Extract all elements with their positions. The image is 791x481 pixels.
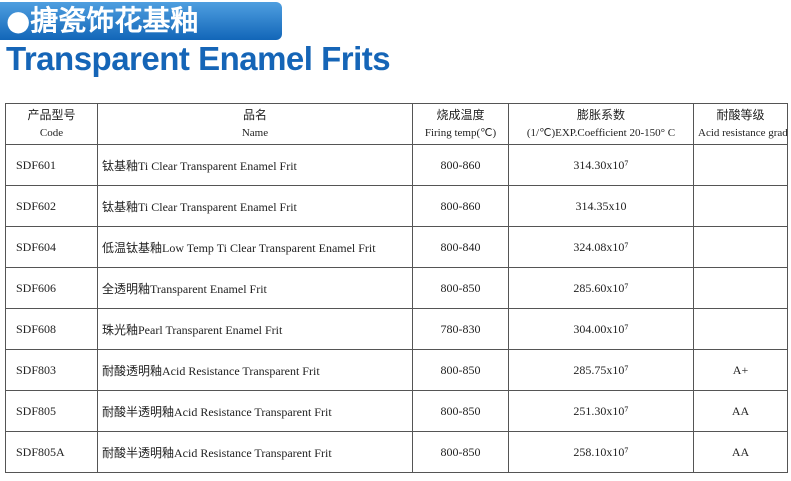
- table-cell: [693, 185, 788, 227]
- table-cell: 耐酸半透明釉Acid Resistance Transparent Frit: [97, 431, 413, 473]
- table-cell: 800-850: [412, 390, 509, 432]
- header-cell: 耐酸等级 Acid resistance grade: [693, 103, 788, 145]
- header-cell: 产品型号 Code: [5, 103, 98, 145]
- table-cell: SDF608: [5, 308, 98, 350]
- table-row: SDF805A 耐酸半透明釉Acid Resistance Transparent…: [5, 431, 788, 473]
- table-row: SDF602 钛基釉Ti Clear Transparent Enamel Fri…: [5, 185, 788, 227]
- table-cell: [693, 267, 788, 309]
- table-cell: 800-860: [412, 185, 509, 227]
- header-en: Code: [39, 127, 64, 139]
- header-zh: 耐酸等级: [716, 108, 765, 122]
- table-row: SDF608 珠光釉Pearl Transparent Enamel Frit 78…: [5, 308, 788, 350]
- header-en: (1/℃)EXP.Coefficient 20-150° C: [526, 127, 676, 139]
- table-cell: SDF601: [5, 144, 98, 186]
- table-cell: 800-840: [412, 226, 509, 268]
- table-cell: 314.35x10: [508, 185, 694, 227]
- table-cell: SDF606: [5, 267, 98, 309]
- table-cell: AA: [693, 390, 788, 432]
- table-cell: [693, 144, 788, 186]
- header-cell: 烧成温度 Firing temp(℃): [412, 103, 509, 145]
- table-cell: 珠光釉Pearl Transparent Enamel Frit: [97, 308, 413, 350]
- table-cell: 800-860: [412, 144, 509, 186]
- table-cell: SDF803: [5, 349, 98, 391]
- banner-title: ●搪瓷饰花基釉: [0, 2, 282, 40]
- table-cell: 258.10x10⁷: [508, 431, 694, 473]
- page-title: Transparent Enamel Frits: [6, 40, 391, 77]
- table-cell: 800-850: [412, 267, 509, 309]
- table-cell: [693, 308, 788, 350]
- table-cell: 285.75x10⁷: [508, 349, 694, 391]
- table-cell: SDF602: [5, 185, 98, 227]
- table-row: SDF805 耐酸半透明釉Acid Resistance Transparent …: [5, 390, 788, 432]
- product-table: 产品型号 Code 品名 Name 烧成温度 Firing temp(℃) 膨胀系数 (1/℃…: [5, 103, 788, 473]
- table-cell: A+: [693, 349, 788, 391]
- header-cell: 膨胀系数 (1/℃)EXP.Coefficient 20-150° C: [508, 103, 694, 145]
- header-en: Firing temp(℃): [424, 127, 497, 139]
- table-row: SDF803 耐酸透明釉Acid Resistance Transparent F…: [5, 349, 788, 391]
- table-row: SDF604 低温钛基釉Low Temp Ti Clear Transparent…: [5, 226, 788, 268]
- table-cell: 钛基釉Ti Clear Transparent Enamel Frit: [97, 185, 413, 227]
- header-zh: 烧成温度: [436, 108, 485, 122]
- header-cell: 品名 Name: [97, 103, 413, 145]
- table-cell: 耐酸透明釉Acid Resistance Transparent Frit: [97, 349, 413, 391]
- table-cell: 251.30x10⁷: [508, 390, 694, 432]
- header-zh: 产品型号: [27, 108, 76, 122]
- table-cell: 低温钛基釉Low Temp Ti Clear Transparent Ename…: [97, 226, 413, 268]
- table-cell: SDF805A: [5, 431, 98, 473]
- table-cell: 314.30x10⁷: [508, 144, 694, 186]
- header-en: Acid resistance grade: [698, 127, 788, 139]
- table-row: SDF606 全透明釉Transparent Enamel Frit 800-850…: [5, 267, 788, 309]
- table-cell: AA: [693, 431, 788, 473]
- table-cell: 钛基釉Ti Clear Transparent Enamel Frit: [97, 144, 413, 186]
- table-cell: SDF604: [5, 226, 98, 268]
- header-zh: 膨胀系数: [576, 108, 625, 122]
- table-cell: 800-850: [412, 349, 509, 391]
- table-cell: 800-850: [412, 431, 509, 473]
- table-cell: SDF805: [5, 390, 98, 432]
- header-en: Name: [241, 127, 269, 139]
- table-cell: 全透明釉Transparent Enamel Frit: [97, 267, 413, 309]
- table-cell: 780-830: [412, 308, 509, 350]
- table-cell: 304.00x10⁷: [508, 308, 694, 350]
- header-zh: 品名: [242, 108, 267, 122]
- table-cell: 285.60x10⁷: [508, 267, 694, 309]
- table-cell: 耐酸半透明釉Acid Resistance Transparent Frit: [97, 390, 413, 432]
- table-cell: 324.08x10⁷: [508, 226, 694, 268]
- table-cell: [693, 226, 788, 268]
- table-row: SDF601 钛基釉Ti Clear Transparent Enamel Fri…: [5, 144, 788, 186]
- table-body: 产品型号 Code 品名 Name 烧成温度 Firing temp(℃) 膨胀系数 (1/℃…: [5, 103, 788, 473]
- header-row: 产品型号 Code 品名 Name 烧成温度 Firing temp(℃) 膨胀系数 (1/℃…: [5, 103, 788, 145]
